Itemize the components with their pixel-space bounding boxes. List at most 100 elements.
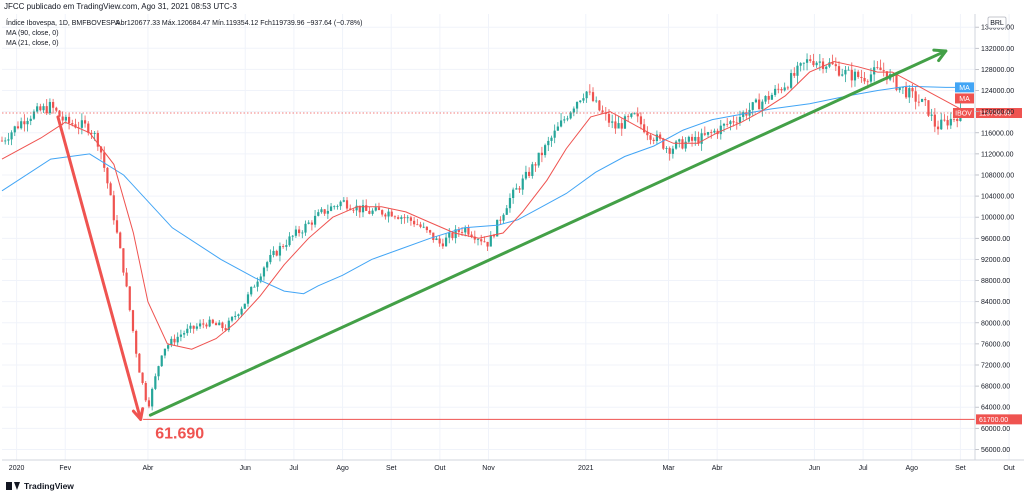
y-tick-label: 56000.00 [981,447,1010,454]
candle [486,241,489,252]
ohlc-readout: Abr120677.33 Máx.120684.47 Mín.119354.12… [116,20,362,27]
candle [537,152,540,168]
candle [850,62,853,88]
candle [266,260,269,272]
candle-body [920,98,924,102]
candle-body [812,61,815,66]
candle-body [563,119,566,121]
x-tick-label: Jul [289,465,298,472]
candle-body [29,118,32,121]
candle [103,146,106,172]
tradingview-logo[interactable]: TradingView [6,481,74,491]
candle-body [323,209,326,214]
y-tick-label: 72000.00 [981,362,1010,369]
candle [422,222,425,229]
candle-body [869,74,873,82]
candle-body [930,114,933,116]
candle-body [428,230,432,233]
candle-body [879,67,882,71]
candle [339,200,342,210]
candle-body [71,123,74,125]
candle-body [313,215,317,225]
candle [742,110,745,121]
candle [780,87,783,94]
candle-body [377,207,381,211]
candle [777,83,780,94]
candle [920,98,924,103]
ma90-legend[interactable]: MA (90, close, 0) [6,30,59,37]
candle-body [850,69,853,81]
candle [109,181,112,196]
candle [841,68,844,77]
currency-box[interactable] [987,16,1007,29]
candle-body [291,235,294,237]
candle [425,226,428,233]
candle [317,209,320,217]
drop-arrow-line[interactable] [56,115,143,421]
candle-body [738,116,742,123]
candle [176,332,179,346]
candle-body [646,132,649,136]
candle [949,112,952,129]
candle [786,85,789,90]
candle [323,208,326,216]
candle [467,224,470,237]
grid-layer [2,14,1010,460]
candle-body [844,69,847,75]
candle [732,115,735,127]
x-tick-label: Ago [336,465,349,472]
candle-body [556,126,559,131]
candle [227,317,230,333]
candle [480,234,483,246]
candle-body [489,235,492,247]
candle [831,54,834,65]
drop-arrow-head [131,407,145,421]
candle-body [659,134,662,139]
candle-body [250,286,253,295]
candle-body [671,148,674,154]
candle-body [256,281,259,287]
ma90-line[interactable] [1,85,966,295]
candle [668,146,671,161]
candle-body [895,75,898,90]
candle [301,230,304,239]
candle [170,336,173,348]
candle-body [413,220,416,225]
candle [154,373,157,391]
candle-body [393,216,397,218]
ma21-legend[interactable]: MA (21, close, 0) [6,40,59,47]
candle-body [109,183,112,196]
candle-body [853,71,857,81]
candle-body [796,65,799,76]
candle [515,183,518,190]
candle-body [432,232,435,241]
candle [512,187,515,204]
y-tick-label: 104000.00 [981,194,1014,201]
moving-averages-layer [1,60,966,350]
candle-body [246,294,250,304]
candle [336,204,339,210]
candle [0,136,4,142]
candle-body [534,164,537,166]
ma21-line[interactable] [1,60,966,350]
candle-body [476,239,480,241]
candle-body [48,101,52,114]
candle [933,108,936,133]
candle-body [706,132,710,135]
candle-body [262,267,266,277]
trend-line[interactable] [148,49,948,417]
candle [659,131,662,141]
candle-body [221,322,224,329]
candle [355,199,358,216]
candle [208,316,211,328]
candle-body [195,326,198,329]
candle [914,86,917,110]
candle [834,57,837,72]
candle-body [333,206,336,208]
candle-body [151,388,154,407]
candle-body [815,62,818,66]
y-tick-label: 84000.00 [981,299,1010,306]
candle [157,365,160,381]
candle-body [774,88,777,95]
